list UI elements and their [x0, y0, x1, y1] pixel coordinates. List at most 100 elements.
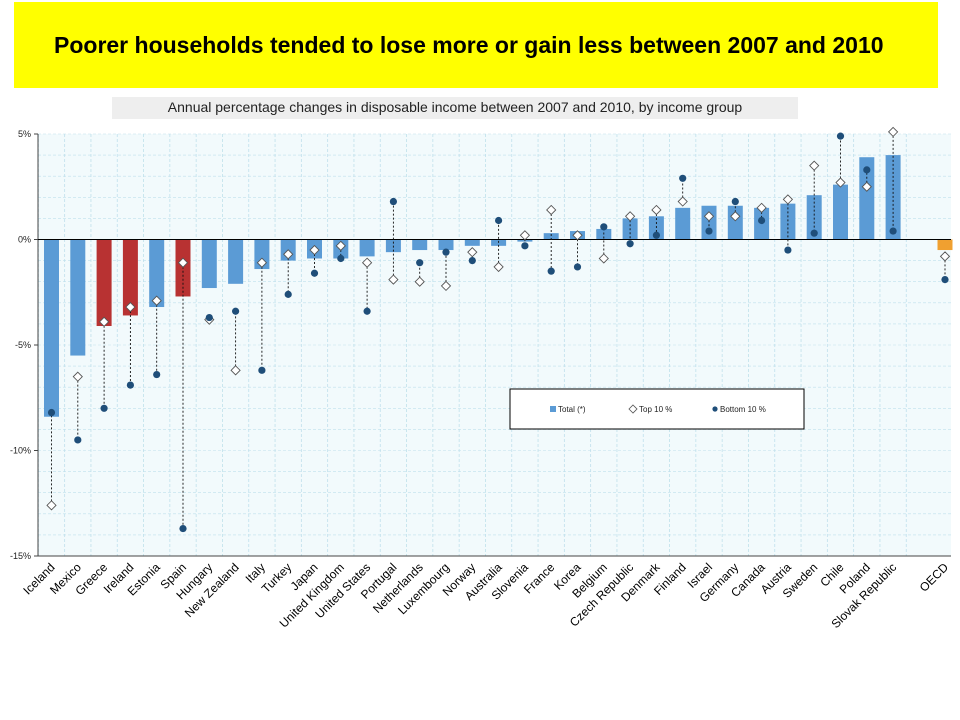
top10-marker	[782, 194, 794, 205]
bottom10-marker	[363, 307, 371, 315]
legend-box	[509, 388, 805, 430]
top10-marker	[730, 211, 741, 222]
bottom10-marker	[652, 231, 661, 239]
top10-marker	[388, 274, 399, 285]
top10-marker	[887, 126, 899, 138]
top10-marker	[440, 280, 452, 292]
category-label: France	[521, 560, 558, 597]
top10-marker	[72, 371, 83, 382]
bar	[780, 203, 796, 240]
top10-marker	[414, 276, 425, 287]
bottom10-marker	[389, 197, 397, 206]
top10-marker	[939, 251, 951, 262]
bottom10-marker	[626, 240, 634, 248]
bar	[727, 205, 743, 240]
bottom10-marker	[126, 381, 134, 389]
top10-marker	[756, 202, 767, 213]
bottom10-marker	[232, 307, 240, 315]
bar	[96, 239, 112, 327]
bar	[201, 239, 217, 289]
top10-marker	[177, 257, 189, 268]
bar	[228, 239, 244, 284]
subtitle-box: Annual percentage changes in disposable …	[112, 97, 798, 119]
bottom10-marker	[100, 404, 108, 412]
bottom10-marker	[74, 436, 82, 444]
category-label: Turkey	[259, 560, 295, 596]
top10-marker	[598, 253, 609, 264]
bottom10-marker	[258, 366, 266, 374]
top10-marker	[835, 177, 846, 188]
bottom10-marker	[442, 248, 450, 256]
bar	[675, 207, 691, 240]
bar	[464, 239, 480, 246]
y-tick-label: 5%	[18, 129, 31, 139]
category-label: OECD	[917, 560, 952, 595]
top10-marker	[703, 211, 715, 222]
legend-swatch-bottom10	[712, 406, 718, 412]
top10-marker	[335, 240, 346, 251]
top10-marker	[677, 196, 688, 207]
bar	[806, 195, 822, 240]
top10-marker	[651, 204, 662, 216]
top10-marker	[125, 301, 136, 313]
bottom10-marker	[310, 269, 319, 277]
top10-marker	[572, 230, 583, 241]
bottom10-marker	[889, 227, 897, 235]
bottom10-marker	[468, 257, 476, 265]
bottom10-marker	[205, 313, 213, 322]
legend-label-bottom10: Bottom 10 %	[720, 405, 766, 414]
legend: Total (*) Top 10 % Bottom 10 %	[509, 388, 805, 430]
bottom10-marker	[863, 166, 871, 174]
top10-marker	[861, 181, 872, 192]
legend-swatch-top10	[628, 404, 638, 414]
bottom10-marker	[179, 524, 187, 533]
bottom10-marker	[547, 267, 555, 275]
bottom10-marker	[810, 229, 818, 237]
top10-marker	[283, 249, 294, 260]
bar	[859, 157, 875, 240]
legend-label-total: Total (*)	[558, 405, 586, 414]
bottom10-marker	[784, 246, 792, 254]
bottom10-marker	[679, 174, 687, 182]
top10-marker	[151, 295, 162, 306]
legend-label-top10: Top 10 %	[639, 405, 672, 414]
bar	[438, 239, 454, 251]
top10-marker	[256, 257, 268, 268]
y-tick-label: -5%	[15, 340, 31, 350]
bottom10-marker	[521, 242, 529, 250]
bottom10-marker	[573, 263, 582, 271]
top10-marker	[624, 211, 636, 222]
chart-title: Poorer households tended to lose more or…	[54, 32, 884, 58]
bottom10-marker	[416, 259, 424, 267]
bottom10-marker	[47, 408, 56, 417]
bar	[44, 239, 59, 417]
top10-marker	[809, 160, 820, 171]
top10-marker	[46, 500, 57, 511]
bottom10-marker	[284, 290, 292, 298]
bar	[149, 239, 165, 308]
top10-marker	[309, 244, 320, 256]
top10-marker	[467, 247, 478, 258]
bottom10-marker	[836, 132, 845, 140]
bottom10-marker	[705, 227, 713, 235]
bottom10-marker	[495, 216, 503, 225]
bar	[701, 205, 717, 240]
y-tick-label: -15%	[10, 551, 31, 561]
bar	[937, 239, 953, 251]
bottom10-marker	[758, 216, 766, 225]
top10-marker	[98, 316, 110, 327]
y-tick-label: 0%	[18, 235, 31, 245]
bar	[543, 233, 559, 240]
bar	[412, 239, 428, 251]
legend-swatch-total	[550, 406, 556, 412]
bar	[122, 239, 138, 316]
bottom10-marker	[941, 275, 949, 284]
top10-marker	[230, 365, 241, 376]
bar	[359, 239, 375, 257]
bottom10-marker	[600, 223, 608, 231]
bar	[833, 184, 848, 240]
bottom10-marker	[337, 254, 345, 263]
bottom10-marker	[731, 197, 739, 206]
title-band: Poorer households tended to lose more or…	[14, 2, 938, 88]
